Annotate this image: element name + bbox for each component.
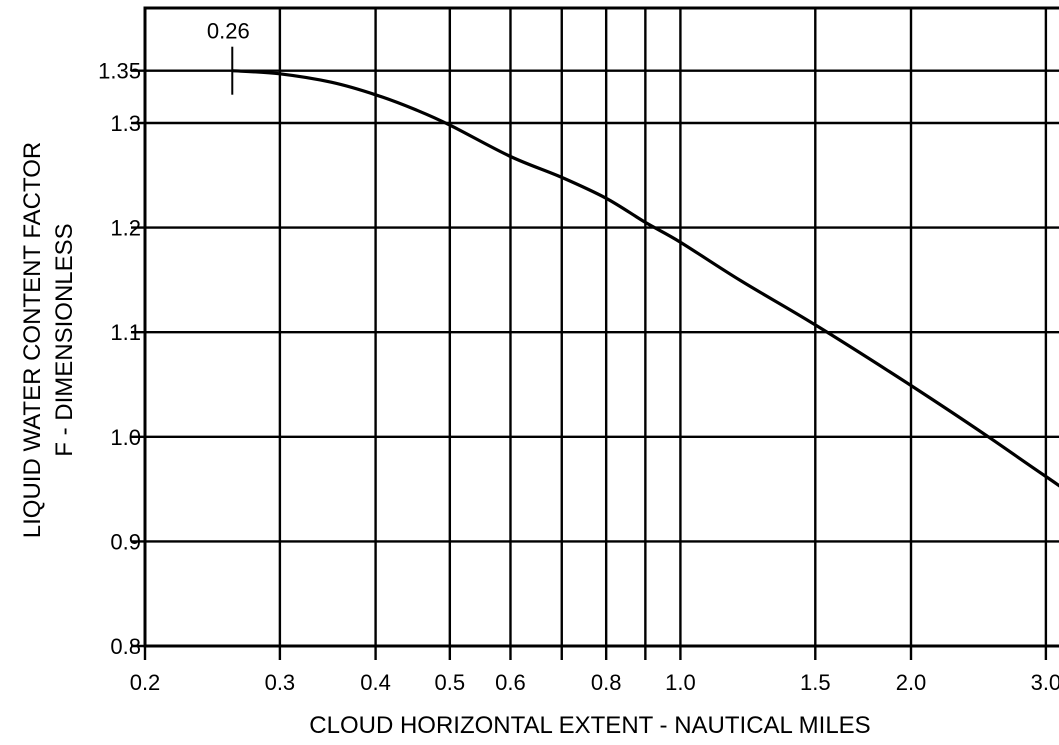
x-tick-label: 0.3 [265,670,296,695]
y-tick-label: 1.0 [110,425,141,450]
plot-frame [143,6,1059,648]
x-tick-label: 0.5 [435,670,466,695]
curve-layer [232,69,1059,488]
x-tick-label: 1.0 [665,670,696,695]
annotation-layer: 0.265.210.85 [207,19,250,95]
y-tick-label: 1.1 [110,320,141,345]
x-tick-label: 1.5 [800,670,831,695]
x-axis-title: CLOUD HORIZONTAL EXTENT - NAUTICAL MILES [309,712,870,739]
x-tick-label: 3.0 [1031,670,1059,695]
series-line [232,69,1059,488]
y-tick-label: 0.8 [110,634,141,659]
y-tick-label: 1.2 [110,216,141,241]
x-tick-label: 2.0 [896,670,927,695]
x-tick-label: 0.2 [130,670,161,695]
y-axis-title-line-1: LIQUID WATER CONTENT FACTOR [19,142,46,538]
x-tick-label: 0.8 [591,670,622,695]
x-tick-label: 0.6 [495,670,526,695]
x-tick-labels: 0.20.30.40.50.60.81.01.52.03.04.05.06.0 [130,670,1059,695]
y-tick-label: 1.35 [98,59,141,84]
y-axis-title-line-2: F - DIMENSIONLESS [51,223,78,456]
x-tick-label: 0.4 [360,670,391,695]
grid-layer [131,8,1059,660]
y-tick-labels: 0.8 0.9 1.0 1.1 1.2 1.3 1.35 [98,59,141,659]
y-tick-label: 0.9 [110,529,141,554]
y-tick-label: 1.3 [110,111,141,136]
y-axis-title: LIQUID WATER CONTENT FACTOR F - DIMENSIO… [19,142,78,538]
annotation-label: 0.26 [207,19,250,44]
